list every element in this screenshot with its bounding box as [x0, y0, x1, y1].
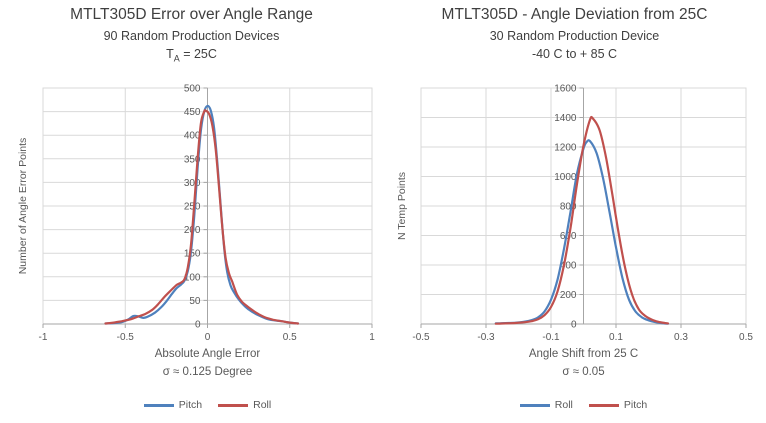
- x-tick-label: -0.1: [542, 332, 560, 343]
- sigma-note: σ ≈ 0.125 Degree: [162, 366, 253, 378]
- x-tick-label: -1: [39, 332, 48, 343]
- y-tick-label: 250: [184, 202, 201, 213]
- legend-label: Roll: [253, 399, 272, 411]
- y-tick-label: 450: [184, 107, 201, 118]
- chart-subtitle: 30 Random Production Device: [489, 29, 660, 43]
- y-tick-label: 400: [184, 131, 201, 142]
- x-tick-label: 0.3: [674, 332, 688, 343]
- legend-label: Roll: [554, 399, 573, 411]
- legend-line-swatch: [519, 403, 550, 407]
- x-tick-label: -0.3: [477, 332, 495, 343]
- legend-line-swatch: [143, 403, 174, 407]
- y-tick-label: 300: [184, 178, 201, 189]
- x-axis-title: Absolute Angle Error: [154, 348, 261, 360]
- x-tick-label: 0.5: [283, 332, 297, 343]
- condition-main: -40 C to + 85 C: [531, 47, 618, 61]
- legend-item-pitch: Pitch: [588, 399, 648, 411]
- chart-condition: -40 C to + 85 C: [383, 47, 766, 64]
- y-tick-label: 1600: [554, 84, 577, 95]
- condition-main: T: [166, 47, 174, 61]
- y-tick-label: 0: [571, 320, 577, 331]
- y-tick-label: 100: [184, 272, 201, 283]
- series-line-pitch: [494, 115, 670, 325]
- x-tick-label: 1: [369, 332, 375, 343]
- x-tick-label: 0: [205, 332, 211, 343]
- legend-label: Pitch: [178, 399, 203, 411]
- chart-title: MTLT305D Error over Angle Range: [70, 6, 313, 23]
- condition-subscript: A: [173, 53, 180, 64]
- legend-item-roll: Roll: [218, 399, 271, 411]
- sigma-note: σ ≈ 0.05: [562, 366, 605, 378]
- y-tick-label: 1200: [554, 143, 577, 154]
- x-axis-title: Angle Shift from 25 C: [528, 348, 639, 360]
- x-tick-label: -0.5: [117, 332, 135, 343]
- x-tick-label: 0.5: [739, 332, 753, 343]
- series-line-pitch: [104, 104, 300, 325]
- legend-line-swatch: [588, 403, 619, 407]
- y-tick-label: 800: [560, 202, 577, 213]
- x-tick-label: -0.5: [412, 332, 430, 343]
- y-tick-label: 400: [560, 261, 577, 272]
- chart-condition: TA = 25C: [0, 47, 383, 64]
- y-tick-label: 350: [184, 154, 201, 165]
- chart-subtitle: 90 Random Production Devices: [103, 29, 280, 43]
- y-tick-label: 50: [189, 296, 201, 307]
- legend: Roll Pitch: [421, 399, 746, 411]
- y-tick-label: 1000: [554, 172, 577, 183]
- legend-item-roll: Roll: [519, 399, 573, 411]
- series-line-roll: [104, 109, 300, 325]
- left-chart-error-over-angle-range: MTLT305D Error over Angle Range 90 Rando…: [0, 6, 383, 411]
- legend-line-swatch: [218, 403, 249, 407]
- legend: Pitch Roll: [43, 399, 372, 411]
- y-tick-label: 500: [184, 84, 201, 95]
- condition-rest: = 25C: [179, 47, 217, 61]
- x-tick-label: 0.1: [609, 332, 623, 343]
- chart-title: MTLT305D - Angle Deviation from 25C: [441, 6, 708, 23]
- legend-item-pitch: Pitch: [143, 399, 203, 411]
- y-tick-label: 200: [560, 290, 577, 301]
- legend-label: Pitch: [623, 399, 648, 411]
- y-tick-label: 0: [195, 320, 201, 331]
- y-tick-label: 1400: [554, 113, 577, 124]
- right-chart-angle-deviation: MTLT305D - Angle Deviation from 25C 30 R…: [383, 0, 766, 423]
- series-line-roll: [494, 139, 670, 325]
- y-tick-label: 150: [184, 249, 201, 260]
